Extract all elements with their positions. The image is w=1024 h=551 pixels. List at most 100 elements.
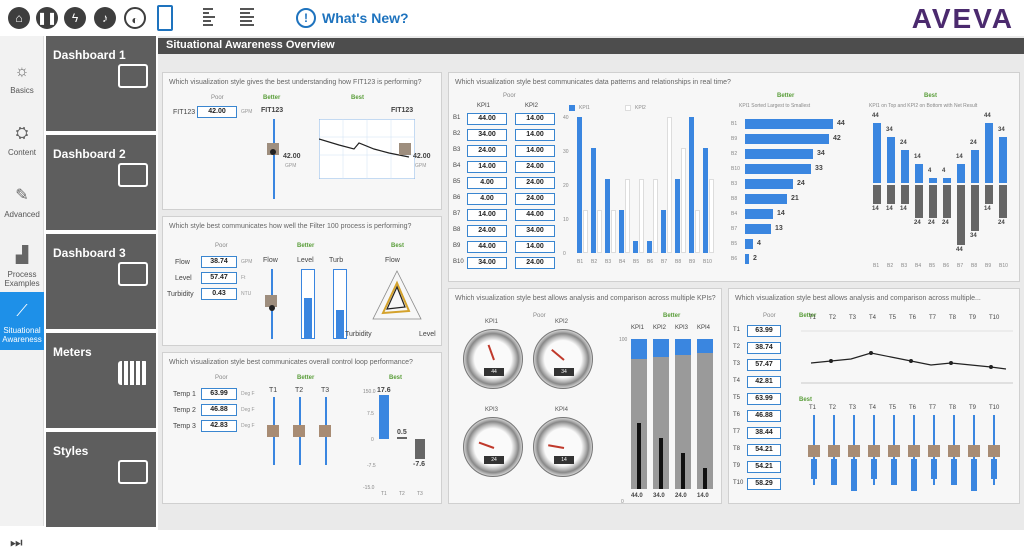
- pause-icon[interactable]: ❚❚: [36, 7, 58, 29]
- kpi1-header: KPI1: [477, 103, 491, 109]
- skip-forward-icon[interactable]: ⏭: [10, 534, 23, 550]
- bottom-bar: [971, 185, 979, 232]
- nav-item-content[interactable]: ⛭ Content: [0, 114, 44, 174]
- col-value: 44.0: [631, 493, 643, 499]
- lightning-icon[interactable]: ϟ: [64, 7, 86, 29]
- col-label: T4: [869, 315, 877, 321]
- row-label: B9: [453, 243, 461, 249]
- home-icon[interactable]: ⌂: [8, 7, 30, 29]
- col-label: T1: [809, 405, 817, 411]
- gauge-needle: [551, 348, 565, 361]
- t-indicator: [888, 445, 900, 457]
- row-label: B8: [731, 196, 738, 202]
- t-level: [891, 459, 897, 485]
- dashboard-settings-icon: [118, 262, 148, 286]
- bottom-value: 14: [984, 206, 991, 213]
- bell-icon[interactable]: ♪: [94, 7, 116, 29]
- row-label: B7: [453, 211, 461, 217]
- poor-label: Poor: [215, 375, 228, 381]
- col-label: T7: [929, 405, 937, 411]
- panel-control-loop: Which visualization style best communica…: [162, 352, 442, 504]
- kpi2-bar: [709, 178, 714, 253]
- top-bar: [929, 177, 937, 183]
- legend-kpi1-swatch: [569, 105, 575, 111]
- t-indicator: [828, 445, 840, 457]
- sorted-bar: [745, 179, 793, 189]
- dashboard-2-tile[interactable]: Dashboard 2: [46, 135, 156, 230]
- page-title: Situational Awareness Overview: [158, 38, 1024, 54]
- whats-new-button[interactable]: ! What's New?: [296, 7, 409, 29]
- radar-label: Level: [419, 331, 436, 338]
- styles-tile[interactable]: Styles: [46, 432, 156, 527]
- unit-label: GPM: [415, 163, 427, 169]
- row-label: Temp 3: [173, 423, 196, 430]
- value-cell: 63.99: [747, 393, 781, 405]
- contrast-icon[interactable]: ◐: [124, 7, 146, 29]
- t-indicator: [928, 445, 940, 457]
- t-level: [871, 459, 877, 479]
- bar-value: 13: [775, 225, 783, 232]
- t-level: [971, 459, 977, 491]
- row-label: T10: [733, 480, 744, 486]
- top-value: 14: [914, 153, 921, 160]
- row-label: T4: [733, 378, 741, 384]
- nav-item-process-examples[interactable]: ▟ Process Examples: [0, 236, 44, 296]
- monitor-icon: [118, 460, 148, 484]
- kpi-column: [697, 339, 713, 489]
- radar-label: Turbidity: [345, 331, 372, 338]
- axis-label: 7.5: [367, 411, 374, 417]
- meters-tile[interactable]: Meters: [46, 333, 156, 428]
- dashboard-settings-icon: [118, 163, 148, 187]
- panel-filter100: Which style best communicates how well t…: [162, 216, 442, 346]
- align-text-icon[interactable]: [240, 6, 254, 30]
- y-axis-label: 30: [563, 149, 569, 155]
- nav-item-advanced[interactable]: ✎ Advanced: [0, 176, 44, 236]
- gauge-label: KPI2: [555, 319, 569, 325]
- bottom-value: 24: [942, 219, 949, 226]
- dashboard-settings-icon: [118, 64, 148, 88]
- whats-new-label: What's New?: [322, 10, 409, 26]
- dashboard-1-tile[interactable]: Dashboard 1: [46, 36, 156, 131]
- kpi2-cell: 14.00: [515, 113, 555, 125]
- dashboard-label: Meters: [53, 345, 92, 359]
- dashboard-3-tile[interactable]: Dashboard 3: [46, 234, 156, 329]
- kpi1-cell: 14.00: [467, 209, 507, 221]
- bottom-value: 14: [886, 206, 893, 213]
- better-label: Better: [297, 243, 315, 249]
- best-label: Best: [351, 95, 365, 101]
- kpi2-cell: 14.00: [515, 241, 555, 253]
- row-label: B8: [453, 227, 461, 233]
- top-value: 4: [942, 167, 946, 174]
- x-axis-label: B1: [577, 259, 584, 265]
- col-label: T6: [909, 315, 917, 321]
- display-icon[interactable]: [157, 5, 173, 31]
- value-cell: 42.81: [747, 376, 781, 388]
- nav-item-situational-awareness[interactable]: ⟋ Situational Awareness: [0, 292, 44, 350]
- kpi1-cell: 34.00: [467, 257, 507, 269]
- panel-question: Which style best communicates how well t…: [169, 223, 412, 230]
- row-label: B7: [731, 226, 738, 232]
- align-left-icon[interactable]: [203, 6, 217, 30]
- legend-kpi2: KPI2: [635, 105, 646, 111]
- bottom-value: 24: [914, 219, 921, 226]
- top-toolbar: ⌂ ❚❚ ϟ ♪ ◐ ! What's New? AVEVA: [0, 0, 1024, 36]
- axis-label: 0: [371, 437, 374, 443]
- col-label: T3: [849, 405, 857, 411]
- col-label: KPI1: [631, 325, 645, 331]
- nav-label: Process Examples: [4, 270, 40, 288]
- trend-icon: ⟋: [16, 303, 28, 320]
- gauge-needle: [548, 444, 565, 449]
- flow-indicator: [265, 295, 277, 307]
- kpi-column: [675, 339, 691, 489]
- axis-label: -7.5: [367, 463, 376, 469]
- nav-item-basics[interactable]: ☼ Basics: [0, 52, 44, 112]
- kpi2-cell: 24.00: [515, 177, 555, 189]
- kpi2-bar: [611, 209, 616, 253]
- value-cell: 54.21: [747, 444, 781, 456]
- top-bar: [873, 123, 881, 183]
- x-axis-label: B7: [957, 263, 964, 269]
- kpi1-bar: [689, 117, 694, 253]
- kpi1-cell: 34.00: [467, 129, 507, 141]
- t1-bar: [379, 395, 389, 439]
- unit-label: Deg F: [241, 407, 255, 413]
